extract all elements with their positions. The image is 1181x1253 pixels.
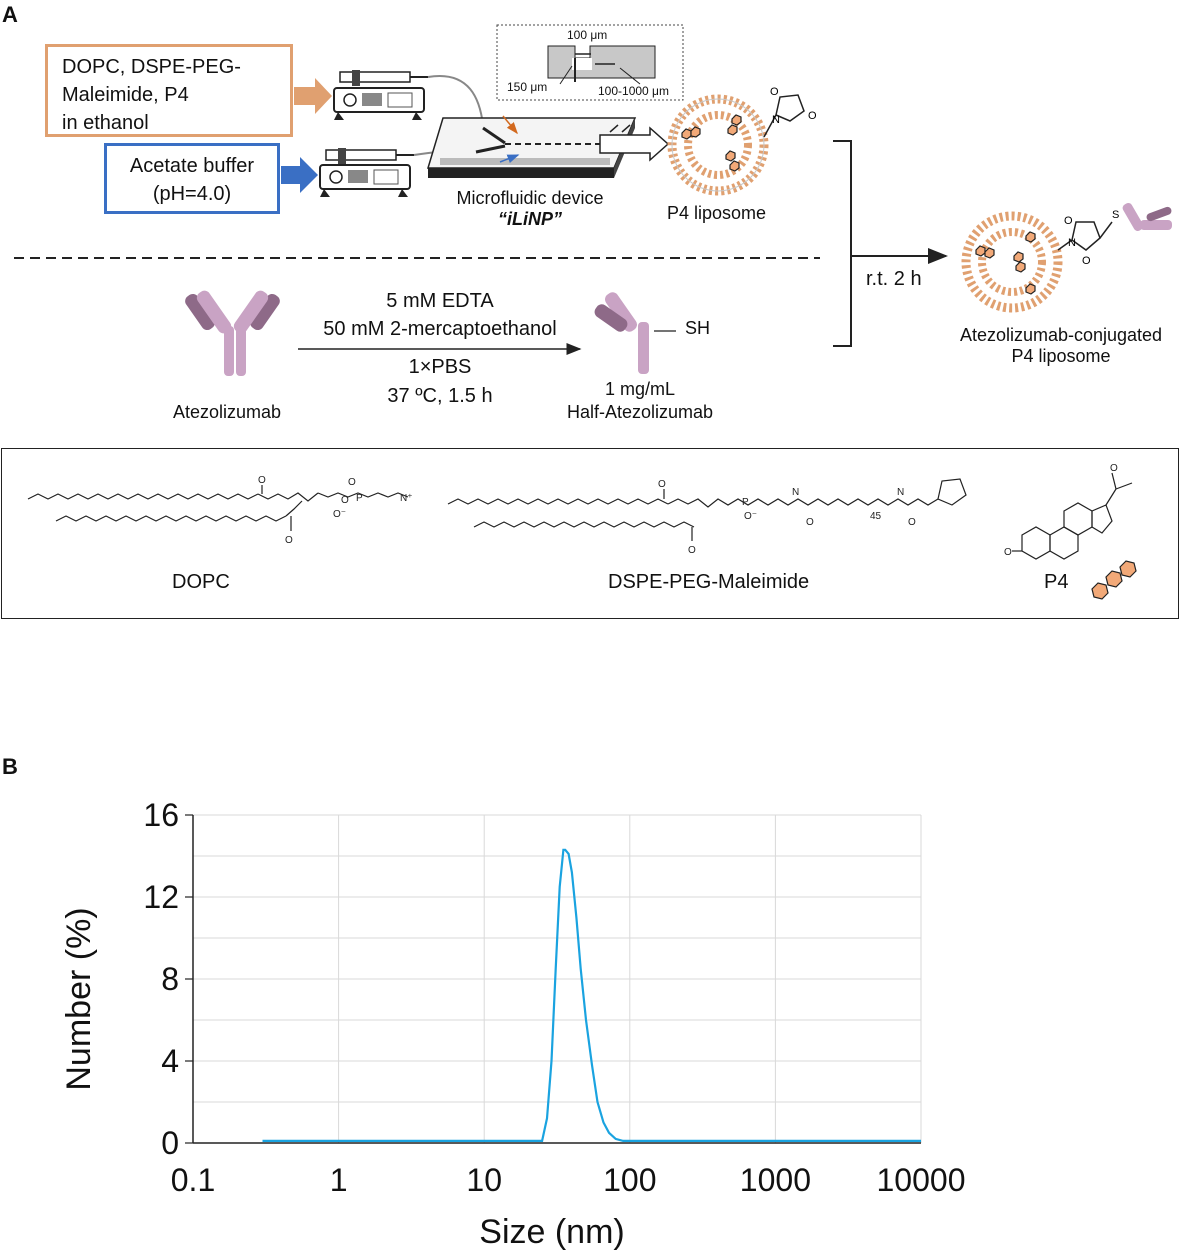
panel-b-label: B: [2, 754, 18, 779]
size-distribution-chart: 0.1 1 10 100 1000 10000 0 4 8 12 16 Size (nm) Number…: [60, 797, 966, 1251]
maleimide-n: N: [772, 114, 780, 126]
syringe-pump-top: [333, 70, 428, 120]
svg-text:O: O: [688, 545, 696, 556]
condition-pbs: 1×PBS: [408, 356, 472, 378]
svg-text:O: O: [1082, 255, 1091, 267]
size-distribution-curve: [262, 848, 921, 1142]
svg-text:O: O: [908, 517, 916, 528]
svg-text:O: O: [1004, 547, 1012, 558]
svg-text:O: O: [1064, 215, 1073, 227]
dspe-chain-2: [473, 521, 695, 528]
condition-mercaptoethanol: 50 mM 2-mercaptoethanol: [323, 318, 557, 340]
inset-label-100um: 100 μm: [567, 28, 608, 42]
svg-text:O: O: [658, 479, 666, 490]
product-label-line-2: P4 liposome: [1011, 346, 1111, 366]
condition-temp-time: 37 ºC, 1.5 h: [387, 385, 493, 407]
device-label-line: Microfluidic device: [456, 188, 604, 208]
x-axis-title: Size (nm): [479, 1213, 624, 1251]
y-tick-label: 16: [143, 797, 179, 833]
p4-label: P4: [1044, 571, 1069, 593]
half-concentration: 1 mg/mL: [604, 379, 676, 399]
svg-text:O⁻: O⁻: [333, 509, 346, 520]
ethanol-line-2: Maleimide, P4: [62, 84, 189, 106]
svg-text:P: P: [742, 497, 749, 508]
y-axis-title: Number (%): [60, 907, 98, 1090]
dopc-label: DOPC: [172, 571, 230, 593]
x-tick-label: 1000: [740, 1162, 811, 1198]
device-label: Microfluidic device “iLiNP”: [430, 188, 630, 230]
x-tick-label: 100: [603, 1162, 656, 1198]
product-label: Atezolizumab-conjugated P4 liposome: [940, 325, 1181, 367]
p4-liposome: O O N: [667, 86, 817, 196]
half-atezolizumab: [594, 292, 676, 374]
dspe-peg-maleimide-label: DSPE-PEG-Maleimide: [608, 571, 810, 593]
x-tick-label: 0.1: [171, 1162, 215, 1198]
p4-liposome-label: P4 liposome: [667, 203, 767, 223]
product-label-line-1: Atezolizumab-conjugated: [959, 325, 1163, 345]
svg-text:N: N: [897, 487, 904, 498]
svg-text:P: P: [356, 493, 363, 504]
svg-text:O: O: [348, 477, 356, 488]
svg-text:O: O: [341, 495, 349, 506]
p4-hexagon-icon: [1091, 560, 1137, 600]
y-tick-label: 4: [161, 1043, 179, 1079]
svg-text:O: O: [258, 475, 266, 486]
inset-label-150um: 150 μm: [507, 80, 548, 94]
svg-text:S: S: [1112, 209, 1119, 221]
atezolizumab-label: Atezolizumab: [173, 402, 282, 422]
maleimide-ring-dspe: [937, 478, 967, 506]
ethanol-line-3: in ethanol: [62, 112, 149, 134]
ethanol-line-1: DOPC, DSPE-PEG-: [62, 56, 241, 78]
device-name: “iLiNP”: [497, 209, 562, 229]
buffer-line-1: Acetate buffer: [129, 155, 255, 177]
x-tick-label: 1: [330, 1162, 348, 1198]
output-arrow: [599, 126, 670, 162]
sh-label: SH: [685, 318, 711, 338]
condition-edta: 5 mM EDTA: [386, 290, 494, 312]
half-antibody-label: 1 mg/mL Half-Atezolizumab: [540, 378, 740, 424]
half-name: Half-Atezolizumab: [566, 402, 714, 422]
peg-subscript: 45: [870, 511, 882, 522]
svg-text:O⁻: O⁻: [744, 511, 757, 522]
half-antibody-on-liposome: [1122, 202, 1172, 232]
maleimide-o-2: O: [808, 110, 817, 122]
reaction-bracket: [833, 140, 852, 347]
x-tick-label: 10000: [877, 1162, 966, 1198]
syringe-pump-bottom: [319, 148, 414, 197]
p4-steroid: [1012, 472, 1133, 560]
svg-text:N: N: [792, 487, 799, 498]
conditions-below: 1×PBS 37 ºC, 1.5 h: [290, 353, 590, 411]
inset-label-100-1000um: 100-1000 μm: [598, 84, 669, 98]
ethanol-solution-box: DOPC, DSPE-PEG- Maleimide, P4 in ethanol: [45, 44, 293, 137]
blue-flow-arrow: [281, 157, 318, 193]
svg-text:N⁺: N⁺: [400, 493, 413, 504]
conjugated-liposome: O O N S: [961, 209, 1119, 313]
x-tick-label: 10: [466, 1162, 502, 1198]
y-tick-label: 0: [161, 1125, 179, 1161]
y-tick-label: 12: [143, 879, 179, 915]
y-tick-label: 8: [161, 961, 179, 997]
dspe-chain-1: [447, 498, 669, 505]
dopc-chain-2: [55, 515, 287, 522]
svg-text:O: O: [806, 517, 814, 528]
panel-a-label: A: [2, 2, 18, 27]
dopc-chain-1: [27, 493, 259, 500]
atezolizumab-antibody: [185, 290, 280, 376]
acetate-buffer-box: Acetate buffer (pH=4.0): [104, 143, 280, 214]
orange-flow-arrow: [294, 78, 332, 114]
svg-text:O: O: [1110, 463, 1118, 474]
panel-a-schematic: O O N O O N S: [14, 24, 1172, 376]
buffer-line-2: (pH=4.0): [152, 183, 232, 205]
conditions-above: 5 mM EDTA 50 mM 2-mercaptoethanol: [290, 287, 590, 343]
channel-inset: [496, 24, 684, 101]
maleimide-o-1: O: [770, 86, 779, 98]
reaction-condition: r.t. 2 h: [866, 268, 922, 290]
svg-text:N: N: [1068, 237, 1076, 249]
svg-text:O: O: [285, 535, 293, 546]
